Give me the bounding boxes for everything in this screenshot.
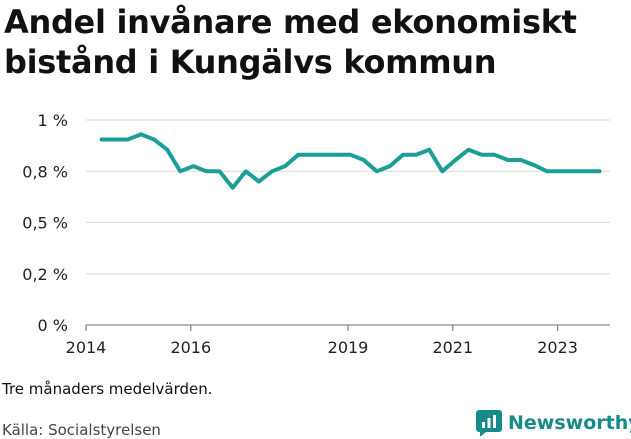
y-tick-label: 0,8 % — [22, 162, 68, 181]
x-tick-label: 2019 — [328, 338, 369, 357]
y-tick-label: 1 % — [38, 111, 68, 130]
y-tick-label: 0,2 % — [22, 265, 68, 284]
newsworthy-logo-icon — [476, 410, 502, 436]
y-tick-label: 0,5 % — [22, 214, 68, 233]
x-axis: 2014 2016 2019 2021 2023 — [66, 325, 578, 357]
x-tick-label: 2023 — [537, 338, 578, 357]
chart-note: Tre månaders medelvärden. — [2, 380, 213, 398]
x-tick-label: 2016 — [170, 338, 211, 357]
chart-title: Andel invånare med ekonomiskt bistånd i … — [4, 3, 577, 81]
source-credit: Källa: Socialstyrelsen — [2, 421, 161, 439]
brand-logo[interactable]: Newsworthy — [476, 409, 631, 437]
x-tick-label: 2014 — [66, 338, 107, 357]
y-tick-label: 0 % — [38, 316, 68, 335]
x-tick-label: 2021 — [432, 338, 473, 357]
brand-name: Newsworthy — [508, 412, 631, 434]
grid-lines — [86, 119, 610, 326]
series-line — [99, 132, 602, 190]
y-axis: 0 % 0,2 % 0,5 % 0,8 % 1 % — [22, 111, 68, 335]
line-chart: 0 %0,2 %0,5 %0,8 %1 % 2014 2016 2019 2021 20… — [22, 111, 610, 357]
